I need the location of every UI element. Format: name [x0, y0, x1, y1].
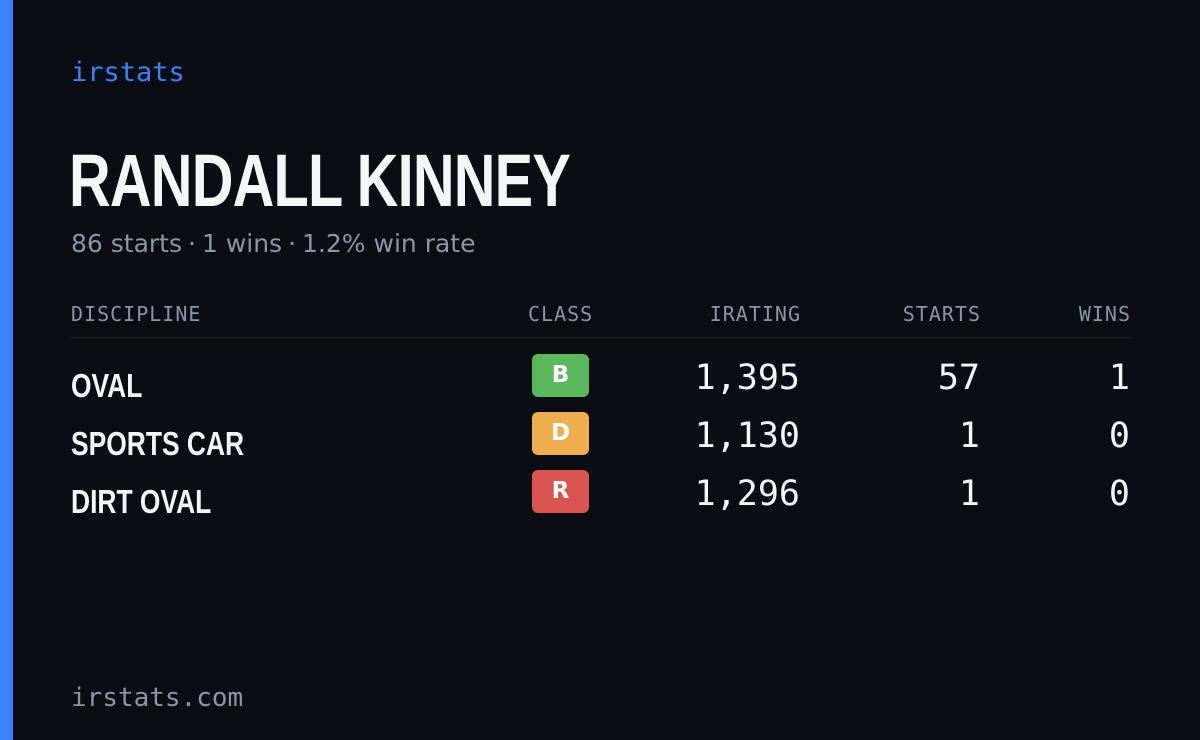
- summary-starts: 86 starts: [71, 229, 183, 258]
- starts-value: 1: [958, 416, 980, 456]
- license-class-badge: D: [532, 412, 589, 455]
- wins-value: 1: [1108, 358, 1130, 398]
- wins-value: 0: [1108, 474, 1130, 514]
- column-header-wins: WINS: [1078, 302, 1131, 326]
- license-class-badge: R: [532, 470, 589, 513]
- table-row: OVAL B 1,395 57 1: [0, 354, 1200, 412]
- discipline-name: OVAL: [71, 367, 143, 404]
- summary-win-rate: 1.2% win rate: [302, 229, 476, 258]
- irating-value: 1,296: [694, 474, 800, 514]
- column-header-class: CLASS: [528, 302, 594, 326]
- irating-value: 1,395: [694, 358, 800, 398]
- table-row: DIRT OVAL R 1,296 1 0: [0, 470, 1200, 528]
- license-class-badge: B: [532, 354, 589, 397]
- driver-name: RANDALL KINNEY: [69, 139, 571, 222]
- footer-url: irstats.com: [71, 683, 244, 713]
- header-divider: [71, 337, 1131, 338]
- column-header-irating: IRATING: [709, 302, 801, 326]
- wins-value: 0: [1108, 416, 1130, 456]
- irating-value: 1,130: [694, 416, 800, 456]
- summary-wins: 1 wins: [201, 229, 283, 258]
- discipline-name: DIRT OVAL: [71, 483, 212, 520]
- column-header-starts: STARTS: [902, 302, 981, 326]
- brand-logo-text: irstats: [71, 57, 185, 88]
- column-header-discipline: DISCIPLINE: [71, 302, 202, 326]
- accent-bar: [0, 0, 13, 740]
- table-row: SPORTS CAR D 1,130 1 0: [0, 412, 1200, 470]
- driver-summary: 86 starts · 1 wins · 1.2% win rate: [71, 228, 475, 260]
- discipline-name: SPORTS CAR: [71, 425, 245, 462]
- summary-separator: ·: [288, 229, 297, 258]
- summary-separator: ·: [188, 229, 196, 258]
- starts-value: 57: [937, 358, 980, 398]
- starts-value: 1: [958, 474, 980, 514]
